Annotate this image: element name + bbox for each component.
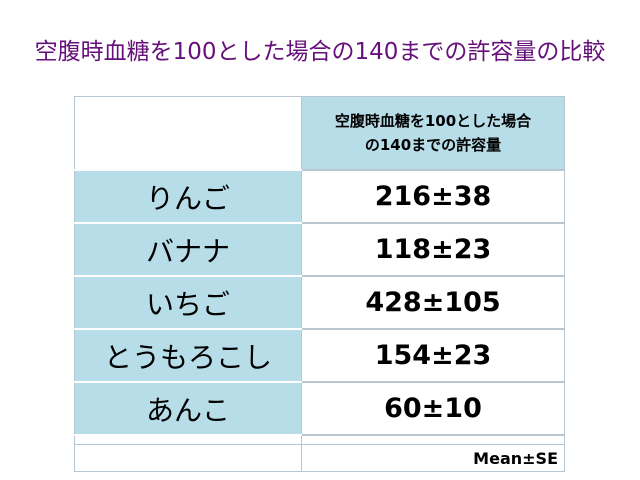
food-name: りんご [74, 169, 302, 224]
blank-cell [301, 434, 565, 445]
allowance-value: 216±38 [301, 169, 565, 224]
statistics-note: Mean±SE [301, 444, 565, 472]
food-name: とうもろこし [74, 328, 302, 383]
allowance-value: 118±23 [301, 222, 565, 277]
header-line-1: 空腹時血糖を100とした場合 [334, 112, 532, 130]
page-title: 空腹時血糖を100とした場合の140までの許容量の比較 [34, 39, 606, 65]
table-header-row: 空腹時血糖を100とした場合 の140までの許容量 [74, 96, 565, 171]
blank-cell [74, 444, 302, 472]
table-row: とうもろこし 154±23 [74, 328, 565, 383]
table-row: りんご 216±38 [74, 169, 565, 224]
comparison-table: 空腹時血糖を100とした場合 の140までの許容量 りんご 216±38 バナナ… [74, 96, 565, 472]
food-name: バナナ [74, 222, 302, 277]
header-empty-cell [74, 96, 302, 171]
allowance-value: 60±10 [301, 381, 565, 436]
table-note-row: Mean±SE [74, 444, 565, 472]
table-row: バナナ 118±23 [74, 222, 565, 277]
header-line-2: の140までの許容量 [364, 136, 502, 154]
allowance-value: 154±23 [301, 328, 565, 383]
table-blank-row [74, 434, 565, 445]
table-row: いちご 428±105 [74, 275, 565, 330]
table-row: あんこ 60±10 [74, 381, 565, 436]
allowance-value: 428±105 [301, 275, 565, 330]
header-cell: 空腹時血糖を100とした場合 の140までの許容量 [301, 96, 565, 171]
blank-cell [74, 434, 302, 445]
food-name: いちご [74, 275, 302, 330]
food-name: あんこ [74, 381, 302, 436]
